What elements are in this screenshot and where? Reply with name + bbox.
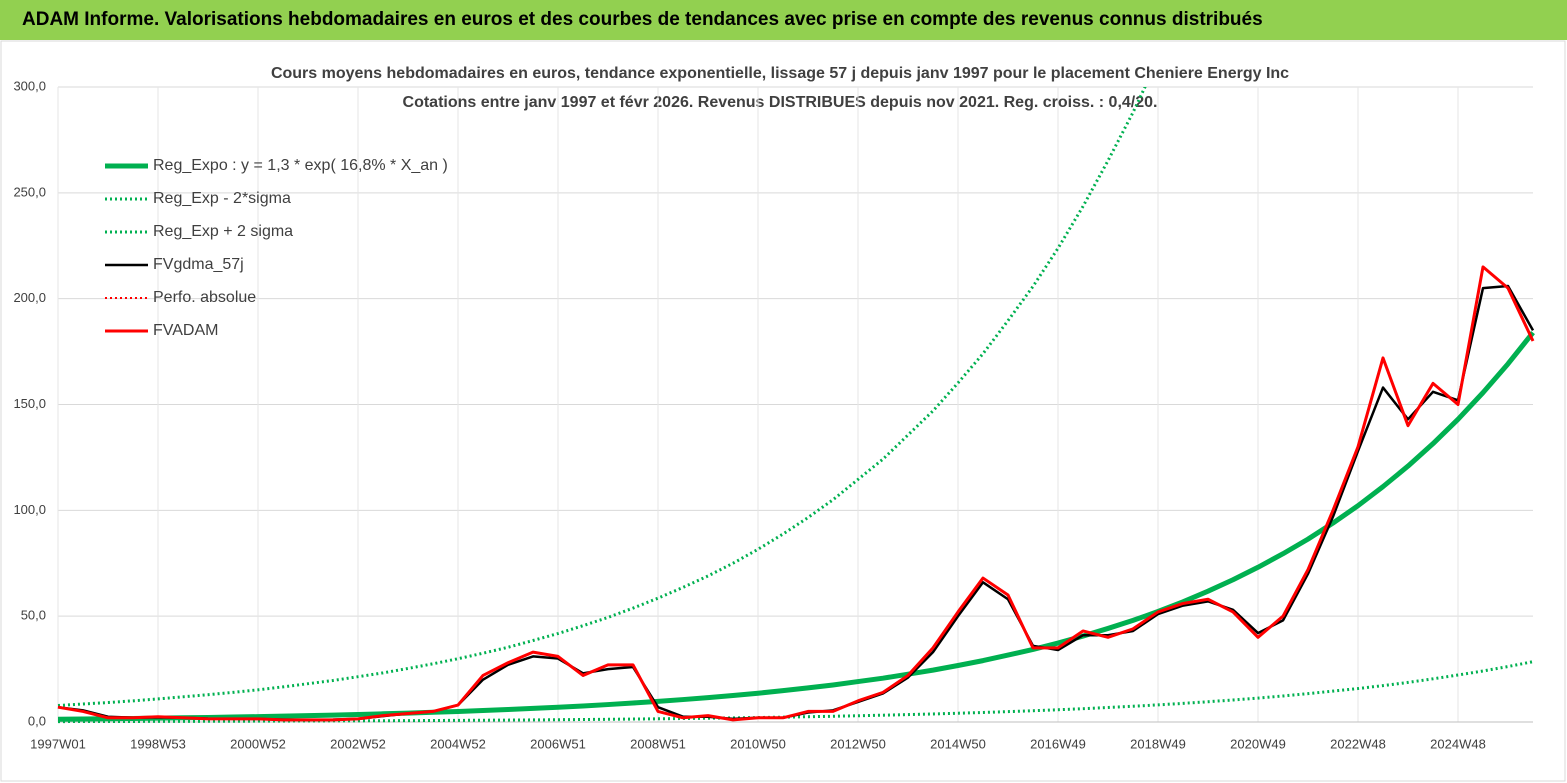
x-tick-label: 2020W49 (1230, 736, 1286, 751)
plot (57, 87, 1535, 724)
legend-label: Perfo. absolue (153, 289, 256, 306)
x-tick-label: 2018W49 (1130, 736, 1186, 751)
x-tick-label: 2016W49 (1030, 736, 1086, 751)
series-line (57, 265, 1534, 721)
grid (57, 86, 1533, 723)
x-tick-label: 1998W53 (130, 736, 186, 751)
x-tick-label: 2000W52 (230, 736, 286, 751)
axes: 0,0 50,0 100,0 150,0 200,0 250,0 300,0 1997W01 1… (13, 78, 1485, 751)
chart-title: Cours moyens hebdomadaires en euros, ten… (271, 65, 1289, 82)
x-tick-label: 2010W50 (730, 736, 786, 751)
chart-frame (0, 40, 1566, 782)
y-tick-label: 100,0 (13, 502, 46, 517)
legend-label: Reg_Expo : y = 1,3 * exp( 16,8% * X_an ) (153, 157, 448, 174)
legend-label: Reg_Exp - 2*sigma (153, 190, 291, 207)
chart-subtitle: Cotations entre janv 1997 et févr 2026. … (403, 94, 1158, 111)
series-line (57, 284, 1535, 722)
y-tick-label: 150,0 (13, 396, 46, 411)
legend-label: FVADAM (153, 322, 218, 339)
legend: Reg_Expo : y = 1,3 * exp( 16,8% * X_an )… (105, 157, 448, 339)
x-tick-label: 2008W51 (630, 736, 686, 751)
series-line (57, 330, 1535, 722)
x-tick-label: 2014W50 (930, 736, 986, 751)
y-tick-label: 200,0 (13, 290, 46, 305)
legend-label: Reg_Exp + 2 sigma (153, 223, 293, 240)
series-line (57, 265, 1535, 722)
x-tick-label: 1997W01 (30, 736, 86, 751)
y-tick-label: 250,0 (13, 184, 46, 199)
page-title: ADAM Informe. Valorisations hebdomadaire… (22, 9, 1263, 30)
x-tick-label: 2012W50 (830, 736, 886, 751)
series-line (57, 87, 1147, 707)
legend-label: FVgdma_57j (153, 256, 244, 273)
header-band (0, 0, 1567, 40)
y-tick-label: 0,0 (28, 713, 46, 728)
y-tick-label: 300,0 (13, 78, 46, 93)
x-tick-label: 2022W48 (1330, 736, 1386, 751)
x-tick-label: 2006W51 (530, 736, 586, 751)
x-tick-label: 2004W52 (430, 736, 486, 751)
y-tick-label: 50,0 (21, 608, 46, 623)
x-tick-label: 2024W48 (1430, 736, 1486, 751)
x-tick-label: 2002W52 (330, 736, 386, 751)
